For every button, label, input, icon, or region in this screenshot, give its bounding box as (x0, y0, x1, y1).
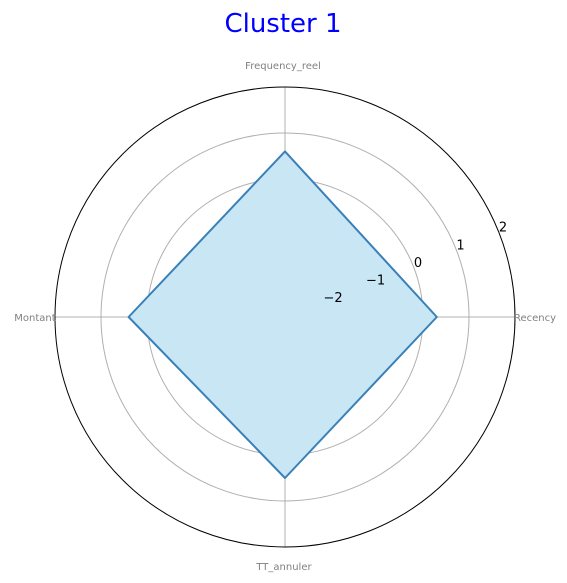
tick-label-4: 2 (499, 221, 507, 236)
axis-label-recency: Recency (514, 313, 556, 324)
axis-label-frequency-reel: Frequency_reel (245, 61, 321, 72)
axis-label-tt-annuler: TT_annuler (255, 562, 312, 573)
tick-label-2: 0 (414, 256, 422, 271)
data-layer (129, 151, 437, 478)
axis-label-montant: Montant (14, 313, 55, 324)
series-area (129, 151, 437, 478)
chart-title: Cluster 1 (224, 9, 341, 39)
tick-label-0: −2 (323, 291, 342, 306)
tick-label-1: −1 (366, 273, 385, 288)
tick-label-3: 1 (456, 238, 464, 253)
